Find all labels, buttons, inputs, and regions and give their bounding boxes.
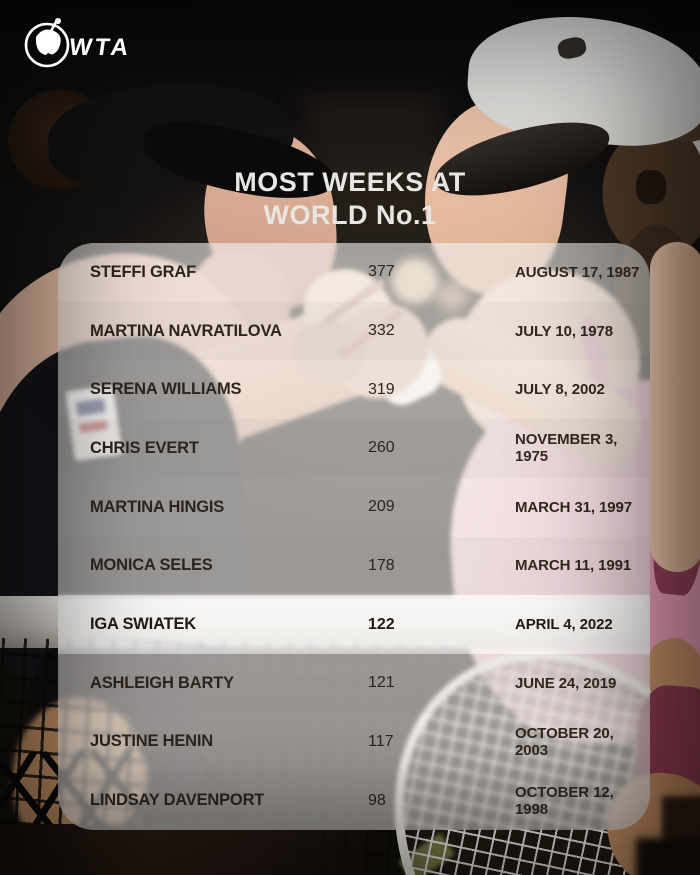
- logo-player-silhouette: [35, 29, 61, 56]
- page-title: MOST WEEKS AT WORLD No.1: [150, 166, 550, 232]
- date-reached: NOVEMBER 3, 1975: [515, 431, 618, 466]
- date-reached: APRIL 4, 2022: [515, 616, 613, 634]
- player-name: MARTINA HINGIS: [90, 497, 225, 516]
- player-name: ASHLEIGH BARTY: [90, 673, 234, 692]
- player-name: IGA SWIATEK: [90, 615, 196, 634]
- date-reached: JULY 8, 2002: [515, 381, 605, 399]
- player-name: MONICA SELES: [90, 556, 213, 575]
- wta-logo: WTA: [20, 14, 146, 77]
- corner-shadow: [636, 838, 700, 875]
- weeks-count: 178: [368, 556, 395, 574]
- weeks-count: 260: [368, 439, 395, 457]
- table-row: LINDSAY DAVENPORT 98 OCTOBER 12, 1998: [58, 771, 650, 830]
- right-player-hanging-arm: [650, 242, 700, 572]
- blurred-crowd: [330, 160, 440, 250]
- date-reached: OCTOBER 20, 2003: [515, 724, 614, 759]
- weeks-count: 209: [368, 498, 395, 516]
- player-name: STEFFI GRAF: [90, 262, 196, 281]
- date-reached: JUNE 24, 2019: [515, 674, 617, 692]
- court-floor: [0, 824, 430, 875]
- table-row: STEFFI GRAF 377 AUGUST 17, 1987: [58, 243, 650, 302]
- logo-swoosh: [46, 52, 60, 58]
- table-row: MONICA SELES 178 MARCH 11, 1991: [58, 536, 650, 596]
- title-line-2: WORLD No.1: [263, 200, 437, 230]
- logo-circle: [24, 22, 70, 68]
- table-row: SERENA WILLIAMS 319 JULY 8, 2002: [58, 360, 650, 419]
- weeks-count: 332: [368, 322, 395, 340]
- weeks-count: 122: [368, 615, 395, 633]
- wta-logo-graphic: WTA: [24, 18, 133, 68]
- weeks-count: 377: [368, 263, 395, 281]
- player-name: JUSTINE HENIN: [90, 732, 214, 751]
- logo-racquet-line: [40, 19, 59, 49]
- table-row: CHRIS EVERT 260 NOVEMBER 3, 1975: [58, 419, 650, 478]
- date-reached: JULY 10, 1978: [515, 322, 613, 340]
- weeks-count: 319: [368, 380, 395, 398]
- table-row: ASHLEIGH BARTY 121 JUNE 24, 2019: [58, 653, 650, 713]
- table-row: MARTINA HINGIS 209 MARCH 31, 1997: [58, 478, 650, 537]
- logo-ball: [55, 18, 61, 24]
- date-reached: MARCH 31, 1997: [515, 498, 632, 516]
- leaderboard-panel: STEFFI GRAF 377 AUGUST 17, 1987 MARTINA …: [58, 243, 650, 830]
- date-reached: AUGUST 17, 1987: [515, 263, 640, 281]
- title-line-1: MOST WEEKS AT: [234, 167, 466, 197]
- player-name: CHRIS EVERT: [90, 438, 199, 457]
- table-row: MARTINA NAVRATILOVA 332 JULY 10, 1978: [58, 301, 650, 361]
- weeks-count: 121: [368, 674, 395, 692]
- date-reached: OCTOBER 12, 1998: [515, 783, 614, 818]
- weeks-count: 117: [368, 732, 394, 750]
- weeks-count: 98: [368, 791, 386, 809]
- right-player-hair-tie: [636, 170, 666, 204]
- table-row-highlighted: IGA SWIATEK 122 APRIL 4, 2022: [58, 595, 650, 654]
- wta-wordmark: WTA: [67, 34, 133, 61]
- player-name: SERENA WILLIAMS: [90, 380, 242, 399]
- player-name: MARTINA NAVRATILOVA: [90, 321, 282, 340]
- table-row: JUSTINE HENIN 117 OCTOBER 20, 2003: [58, 713, 650, 772]
- date-reached: MARCH 11, 1991: [515, 557, 632, 575]
- player-name: LINDSAY DAVENPORT: [90, 791, 265, 810]
